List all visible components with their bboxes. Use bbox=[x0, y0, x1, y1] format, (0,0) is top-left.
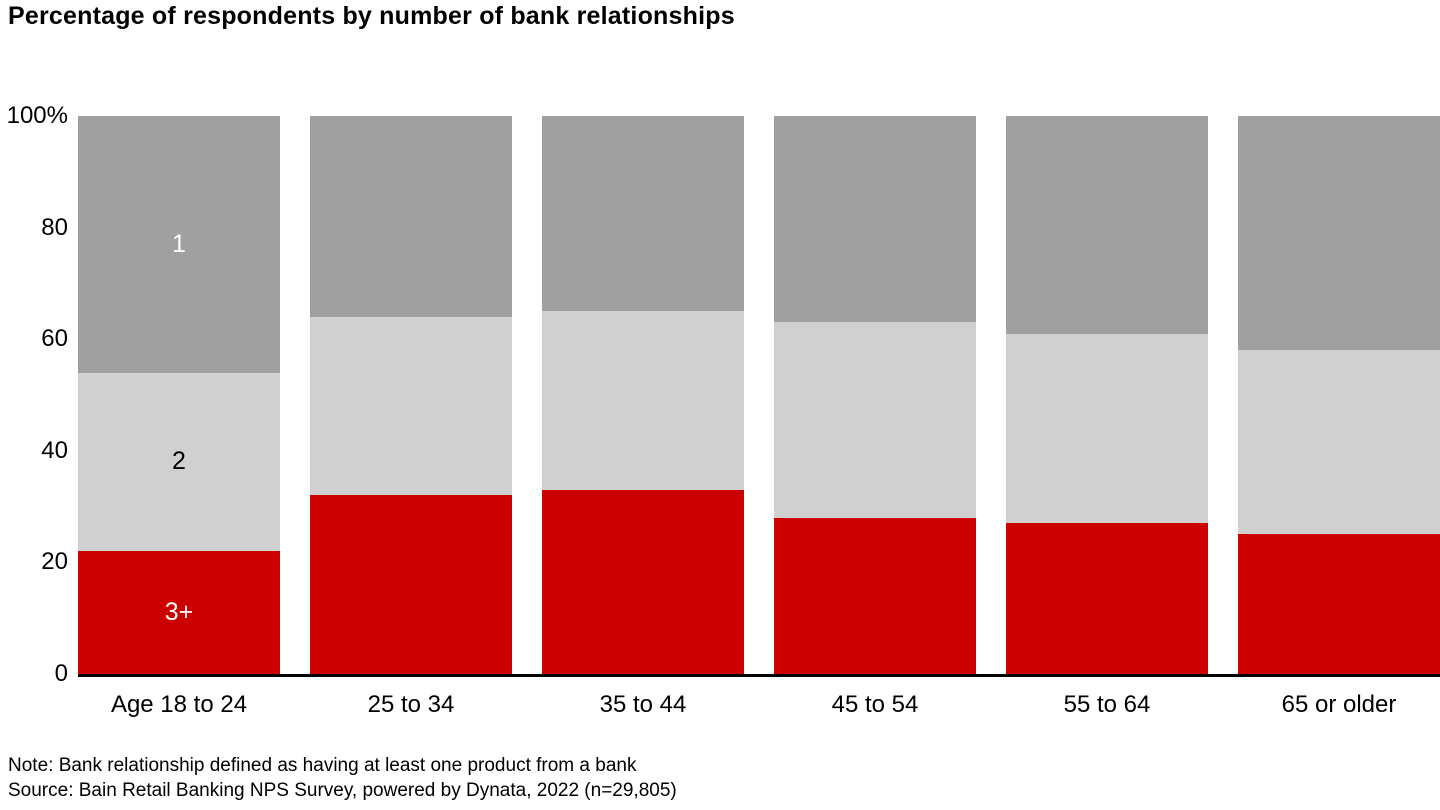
y-axis-tick-label: 100% bbox=[6, 102, 68, 129]
stacked-bar-chart: 100% 80 60 40 20 0 1 2 3+ Age 18 to 24 25 to 34 3… bbox=[6, 102, 1440, 718]
segment-label-2: 2 bbox=[172, 447, 186, 476]
y-axis-tick-label: 80 bbox=[41, 213, 68, 241]
x-axis-label: Age 18 to 24 bbox=[110, 691, 248, 718]
y-axis-tick-label: 0 bbox=[54, 660, 68, 687]
bar-segment-1 bbox=[774, 116, 976, 323]
bar-segment-1: 1 bbox=[78, 116, 280, 373]
bar-segment-2 bbox=[1238, 350, 1440, 535]
bar-segment-3+ bbox=[1238, 534, 1440, 674]
bar-segment-2 bbox=[774, 322, 976, 518]
bar-segment-3+ bbox=[542, 489, 744, 674]
bar-segment-2 bbox=[310, 316, 512, 496]
bar-segment-3+ bbox=[1006, 523, 1208, 674]
bar-5 bbox=[1006, 116, 1208, 674]
bar-segment-3+ bbox=[774, 517, 976, 674]
chart-footnotes: Note: Bank relationship defined as havin… bbox=[8, 753, 677, 803]
x-axis-label: 35 to 44 bbox=[599, 691, 687, 718]
segment-label-1: 1 bbox=[172, 229, 186, 258]
bar-segment-1 bbox=[1006, 116, 1208, 334]
bar-segment-1 bbox=[1238, 116, 1440, 351]
x-axis-label: 25 to 34 bbox=[367, 691, 455, 718]
bar-segment-3+: 3+ bbox=[78, 551, 280, 674]
bar-segment-1 bbox=[542, 116, 744, 312]
bar-segment-2 bbox=[542, 311, 744, 490]
bar-4 bbox=[774, 116, 976, 674]
x-axis-line bbox=[78, 674, 1440, 677]
bar-segment-2 bbox=[1006, 333, 1208, 524]
segment-label-3+: 3+ bbox=[164, 598, 194, 627]
chart-title: Percentage of respondents by number of b… bbox=[8, 2, 735, 30]
x-axis-label: 65 or older bbox=[1281, 691, 1397, 718]
y-axis-tick-label: 40 bbox=[41, 436, 68, 464]
bar-2 bbox=[310, 116, 512, 674]
x-axis-label: 45 to 54 bbox=[831, 691, 919, 718]
x-axis-label: 55 to 64 bbox=[1063, 691, 1151, 718]
source-text: Source: Bain Retail Banking NPS Survey, … bbox=[8, 780, 677, 801]
y-axis-tick-label: 20 bbox=[41, 548, 68, 576]
note-text: Note: Bank relationship defined as havin… bbox=[8, 755, 637, 776]
bar-1: 1 2 3+ bbox=[78, 116, 280, 674]
bar-segment-2: 2 bbox=[78, 372, 280, 552]
y-axis-tick-label: 60 bbox=[41, 325, 68, 353]
bar-6 bbox=[1238, 116, 1440, 674]
bar-segment-1 bbox=[310, 116, 512, 317]
bar-3 bbox=[542, 116, 744, 674]
bar-segment-3+ bbox=[310, 495, 512, 674]
